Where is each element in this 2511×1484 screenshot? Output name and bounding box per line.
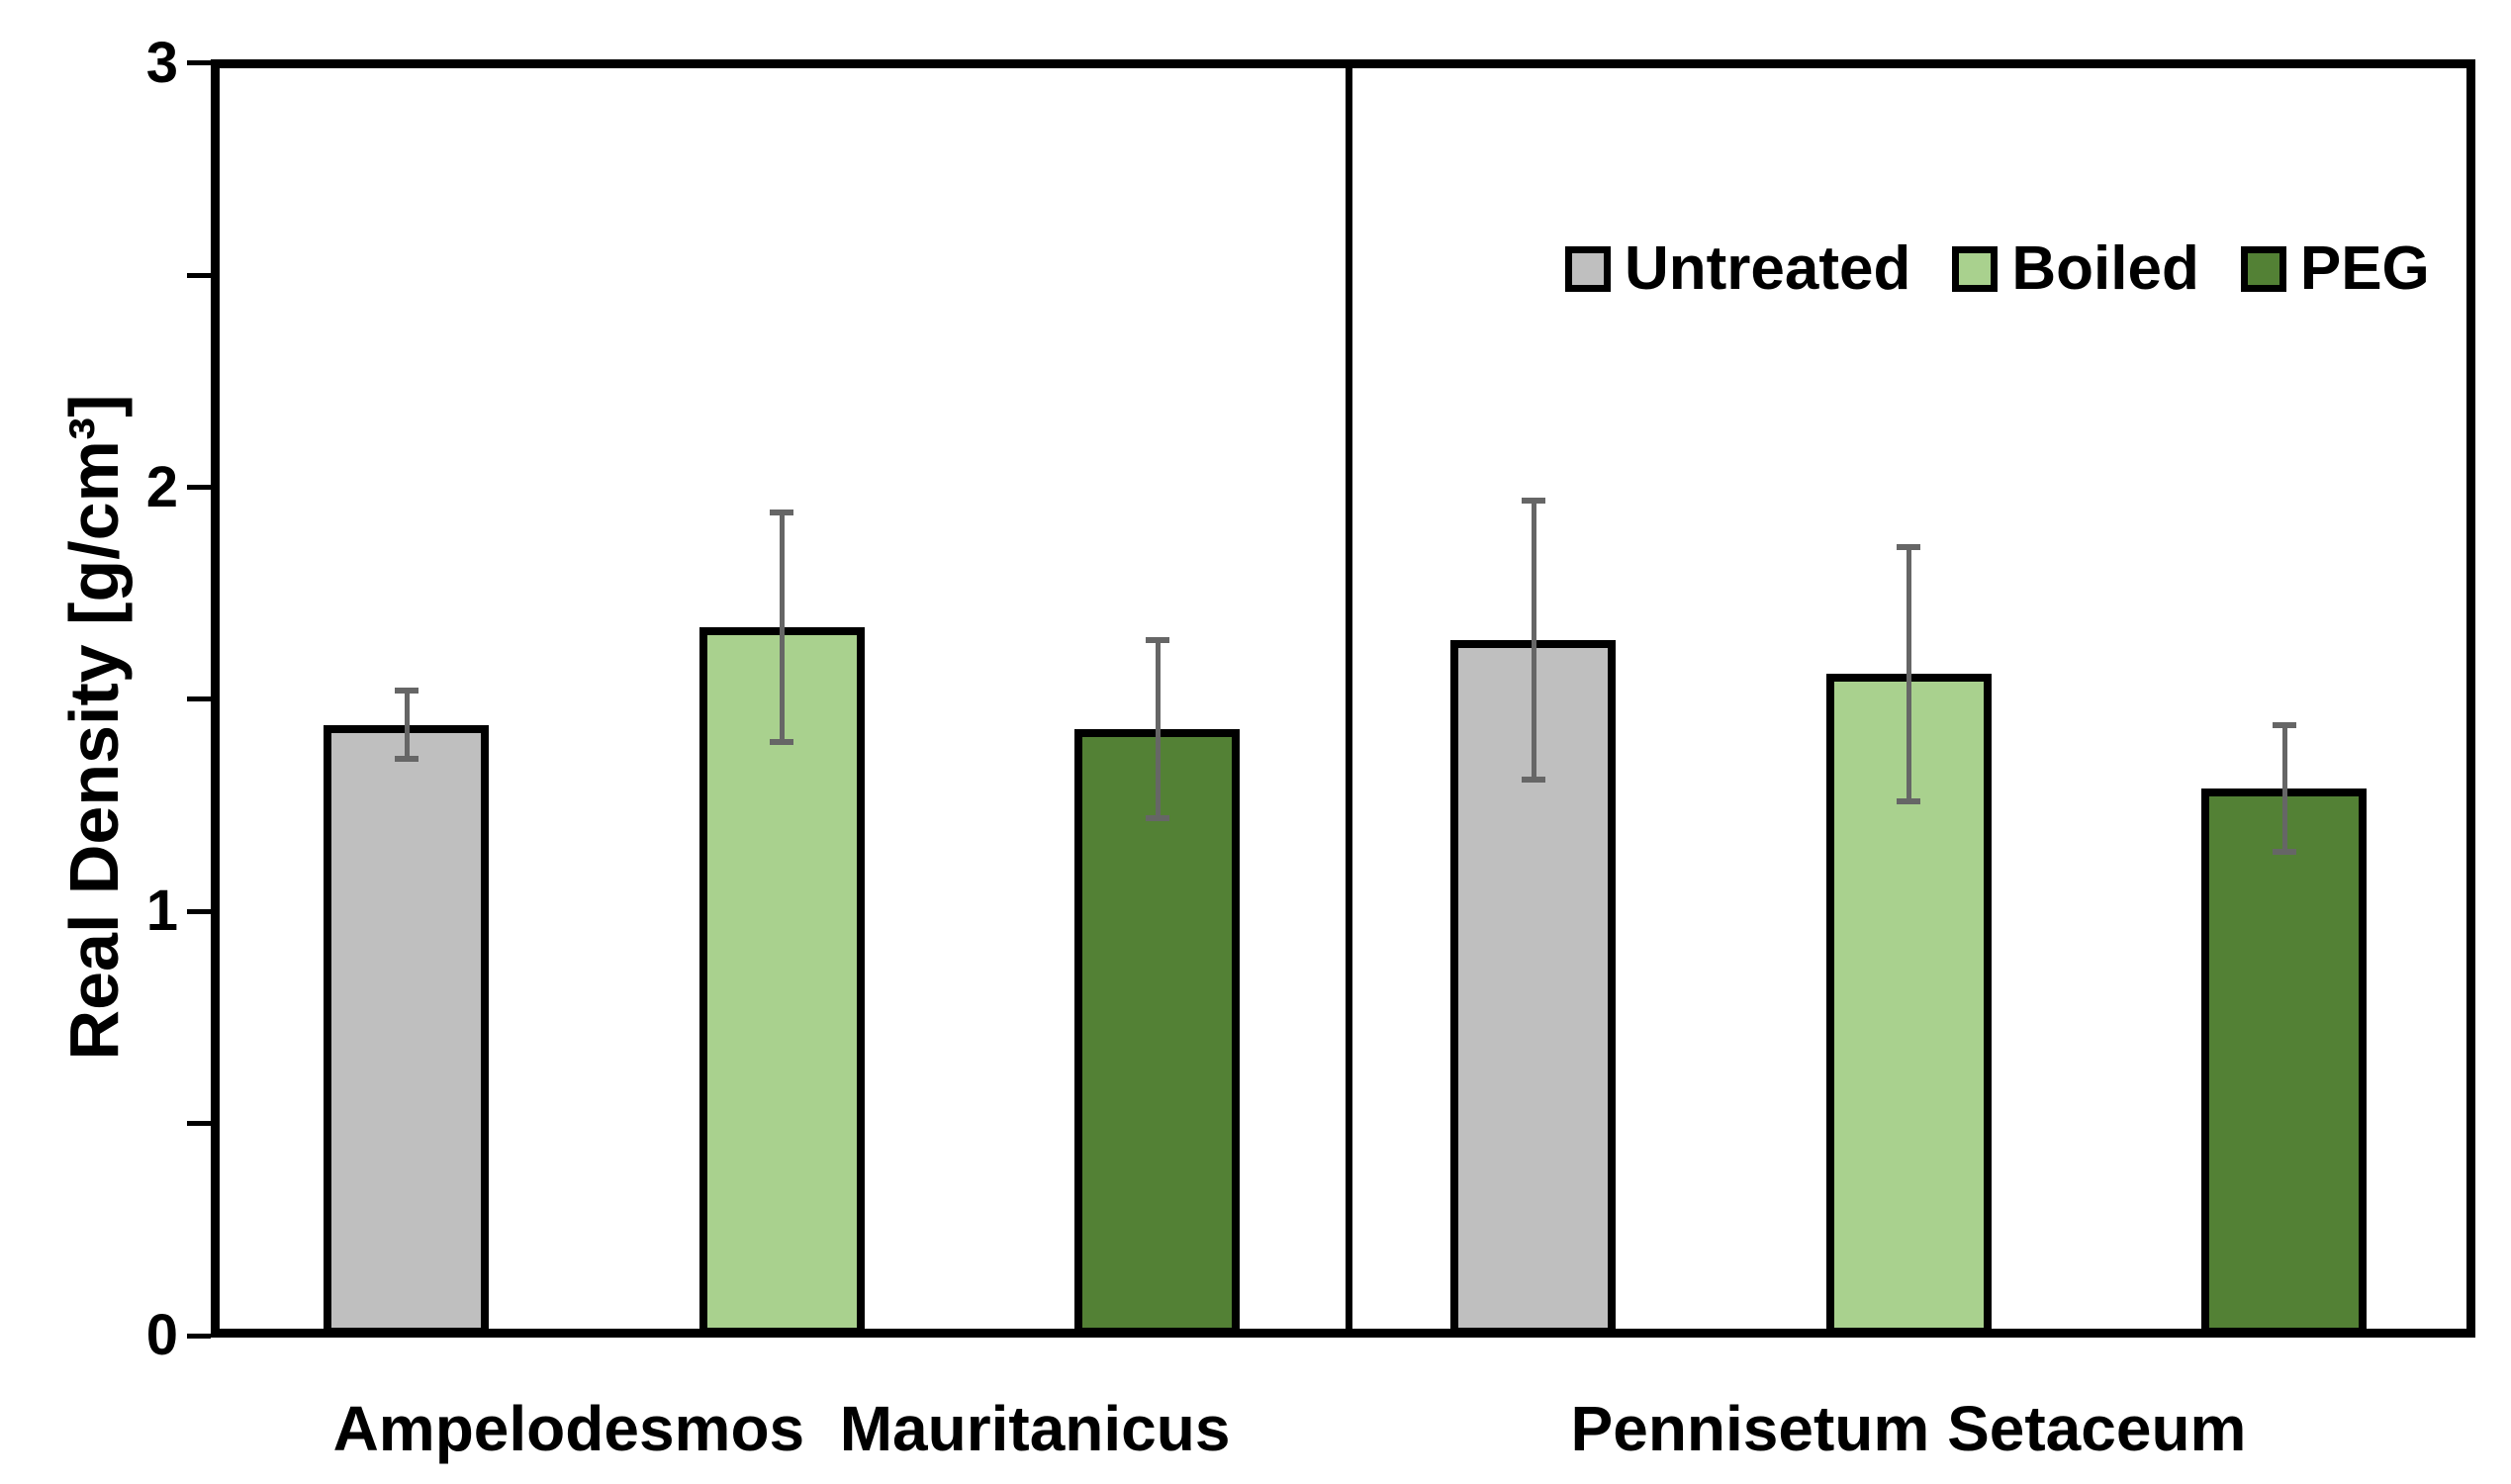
bar-untreated-group1 [324, 724, 489, 1336]
legend: Untreated Boiled PEG [1565, 234, 2430, 303]
error-bar-line [780, 512, 785, 742]
error-bar-cap [770, 510, 793, 516]
error-bar-line [1155, 639, 1161, 819]
legend-label-untreated: Untreated [1625, 234, 1911, 303]
plot-frame [211, 59, 2475, 1338]
legend-label-boiled: Boiled [2011, 234, 2199, 303]
y-axis-tick [187, 272, 211, 278]
x-axis-group-label-pennisetum: Pennisetum Setaceum [1570, 1393, 2247, 1464]
legend-label-peg: PEG [2299, 234, 2430, 303]
y-axis-tick-label: 3 [145, 30, 178, 95]
y-axis-tick-label: 2 [145, 454, 178, 519]
error-bar-cap [1897, 543, 1920, 550]
error-bar-line [1531, 500, 1536, 781]
error-bar-cap [1521, 777, 1545, 784]
y-axis-tick-label: 0 [145, 1303, 178, 1367]
y-axis-tick [187, 485, 211, 491]
error-bar-cap [1897, 797, 1920, 804]
error-bar-cap [394, 756, 418, 762]
legend-swatch-boiled [1952, 246, 1999, 292]
y-axis-title: Real Density [g/cm³] [55, 394, 133, 1061]
legend-swatch-peg [2240, 246, 2286, 292]
bar-boiled-group1 [698, 627, 865, 1336]
legend-item-untreated: Untreated [1565, 234, 1911, 303]
error-bar-cap [1145, 636, 1169, 643]
y-axis-tick [187, 60, 211, 66]
error-bar-cap [770, 738, 793, 745]
y-axis-tick [187, 1333, 211, 1339]
legend-item-peg: PEG [2240, 234, 2430, 303]
error-bar-line [1906, 546, 1911, 801]
y-axis-tick [187, 908, 211, 914]
error-bar-cap [1521, 497, 1545, 504]
bar-peg-group1 [1074, 729, 1240, 1336]
error-bar-cap [1145, 815, 1169, 822]
legend-swatch-untreated [1565, 246, 1611, 292]
error-bar-cap [394, 688, 418, 695]
error-bar-cap [2272, 849, 2296, 856]
x-axis-group-label-ampelodesmos: Ampelodesmos Mauritanicus [332, 1393, 1231, 1464]
y-axis-tick-label: 1 [145, 879, 178, 944]
y-axis-tick [187, 1121, 211, 1127]
error-bar-cap [2272, 721, 2296, 728]
group-divider-line [1346, 59, 1352, 1338]
legend-item-boiled: Boiled [1952, 234, 2199, 303]
error-bar-line [404, 691, 410, 759]
bar-peg-group2 [2201, 788, 2367, 1336]
y-axis-tick [187, 696, 211, 702]
error-bar-line [2281, 724, 2287, 853]
